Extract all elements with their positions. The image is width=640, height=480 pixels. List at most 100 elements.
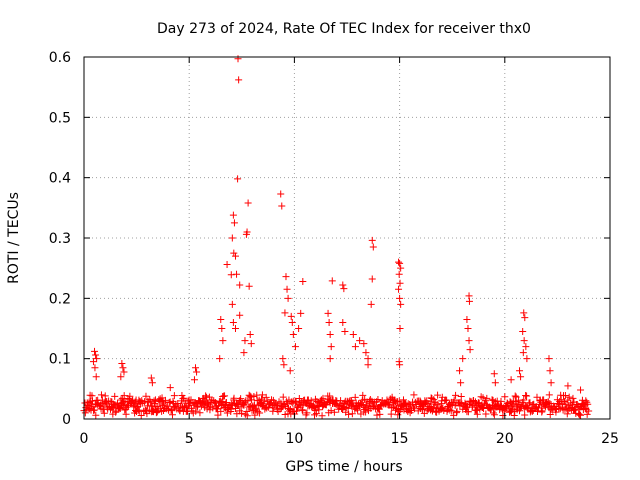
data-point [562,401,570,409]
data-point [489,409,497,417]
data-point [395,270,403,278]
data-point [228,234,236,242]
data-point [348,410,356,418]
data-point [312,410,320,418]
data-point [259,402,267,410]
data-point [233,270,241,278]
data-point [247,393,255,401]
chart-title: Day 273 of 2024, Rate Of TEC Index for r… [157,21,531,37]
data-point [218,325,226,332]
data-point [217,315,225,323]
data-point [137,411,145,419]
data-point [230,219,238,227]
data-point [91,347,99,355]
x-tick-label: 20 [496,431,514,447]
data-point [279,355,287,363]
data-point [410,405,418,413]
data-point [464,325,472,332]
data-point [565,393,573,401]
data-point [166,398,174,406]
data-point [340,285,348,293]
data-point [307,397,315,405]
data-point [483,394,491,402]
data-point [298,406,306,414]
data-point [482,410,490,418]
data-point [499,412,507,420]
data-point [560,398,568,406]
data-point [165,399,173,407]
data-point [214,411,222,419]
data-point [339,281,347,289]
data-point [564,382,572,390]
data-point [284,400,292,408]
data-point [180,394,188,402]
data-point [584,400,592,408]
data-point [396,294,404,302]
data-point [229,318,237,326]
data-point [577,386,585,394]
data-point [511,392,519,400]
data-point [262,393,270,401]
data-point [368,275,376,283]
data-point [463,315,471,323]
y-tick-label: 0 [62,412,71,428]
data-point [473,410,481,418]
data-point [546,410,554,418]
data-point [240,401,248,409]
data-point [522,343,530,351]
data-point [356,337,364,345]
data-point [228,300,236,308]
data-point [362,349,370,357]
data-point [297,309,305,317]
data-point [459,355,467,363]
data-point [453,409,461,417]
data-point [282,273,290,281]
x-tick-label: 15 [391,431,409,447]
data-point [117,373,125,381]
data-point [279,393,287,401]
data-point [391,406,399,414]
data-point [133,403,141,411]
data-point [328,277,336,285]
data-point [231,404,239,412]
data-point [434,391,442,399]
data-point [243,412,251,420]
data-point [520,337,528,345]
data-point [504,402,512,410]
data-point [299,277,307,285]
data-point [120,368,128,376]
data-point [289,331,297,339]
data-point [333,397,341,405]
data-point [245,282,253,290]
data-point [231,325,239,332]
data-point [397,264,405,272]
data-point [369,243,377,251]
data-point [283,285,291,293]
data-point [547,379,555,387]
data-point [89,358,97,366]
data-point [520,309,528,317]
data-point [280,361,288,369]
data-point [487,406,495,414]
data-point [523,392,531,400]
data-point [360,340,368,348]
data-point [332,400,340,408]
y-tick-label: 0.6 [49,50,71,66]
data-point [97,391,105,399]
data-point [396,361,404,369]
data-point [118,359,126,367]
data-point [374,396,382,404]
data-point [286,367,294,375]
data-point [168,411,176,419]
data-point [461,399,469,407]
data-point [523,355,531,363]
data-point [278,202,286,210]
data-point [341,328,349,336]
data-point [251,411,259,419]
data-point [326,392,334,400]
x-tick-label: 10 [285,431,303,447]
data-point [319,394,327,402]
data-point [299,407,307,415]
data-point [318,412,326,420]
